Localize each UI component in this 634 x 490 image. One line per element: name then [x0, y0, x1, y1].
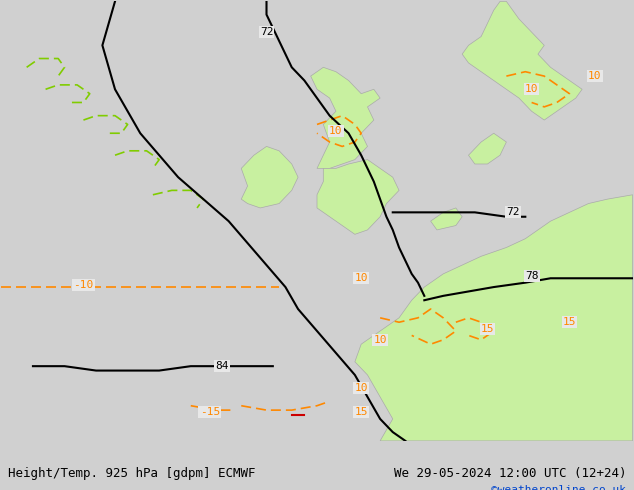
Polygon shape	[317, 160, 399, 234]
Polygon shape	[355, 195, 633, 441]
Text: ©weatheronline.co.uk: ©weatheronline.co.uk	[491, 485, 626, 490]
Text: 72: 72	[507, 207, 520, 218]
Text: 84: 84	[216, 361, 229, 371]
Text: 10: 10	[354, 273, 368, 283]
Text: 10: 10	[329, 126, 343, 136]
Text: 72: 72	[260, 27, 273, 37]
Text: -10: -10	[74, 280, 94, 290]
Polygon shape	[242, 147, 298, 208]
Text: 15: 15	[563, 317, 576, 327]
Text: Height/Temp. 925 hPa [gdpm] ECMWF: Height/Temp. 925 hPa [gdpm] ECMWF	[8, 467, 256, 480]
Polygon shape	[462, 1, 582, 120]
Polygon shape	[469, 133, 507, 164]
Text: 10: 10	[373, 335, 387, 345]
Text: 10: 10	[354, 383, 368, 393]
Text: 15: 15	[481, 324, 494, 334]
Text: -15: -15	[200, 407, 220, 417]
Text: 15: 15	[354, 407, 368, 417]
Text: 78: 78	[526, 271, 539, 281]
Text: 10: 10	[588, 71, 602, 81]
Polygon shape	[430, 208, 462, 230]
Text: 10: 10	[525, 84, 538, 94]
Polygon shape	[311, 67, 380, 169]
Text: We 29-05-2024 12:00 UTC (12+24): We 29-05-2024 12:00 UTC (12+24)	[394, 467, 626, 480]
